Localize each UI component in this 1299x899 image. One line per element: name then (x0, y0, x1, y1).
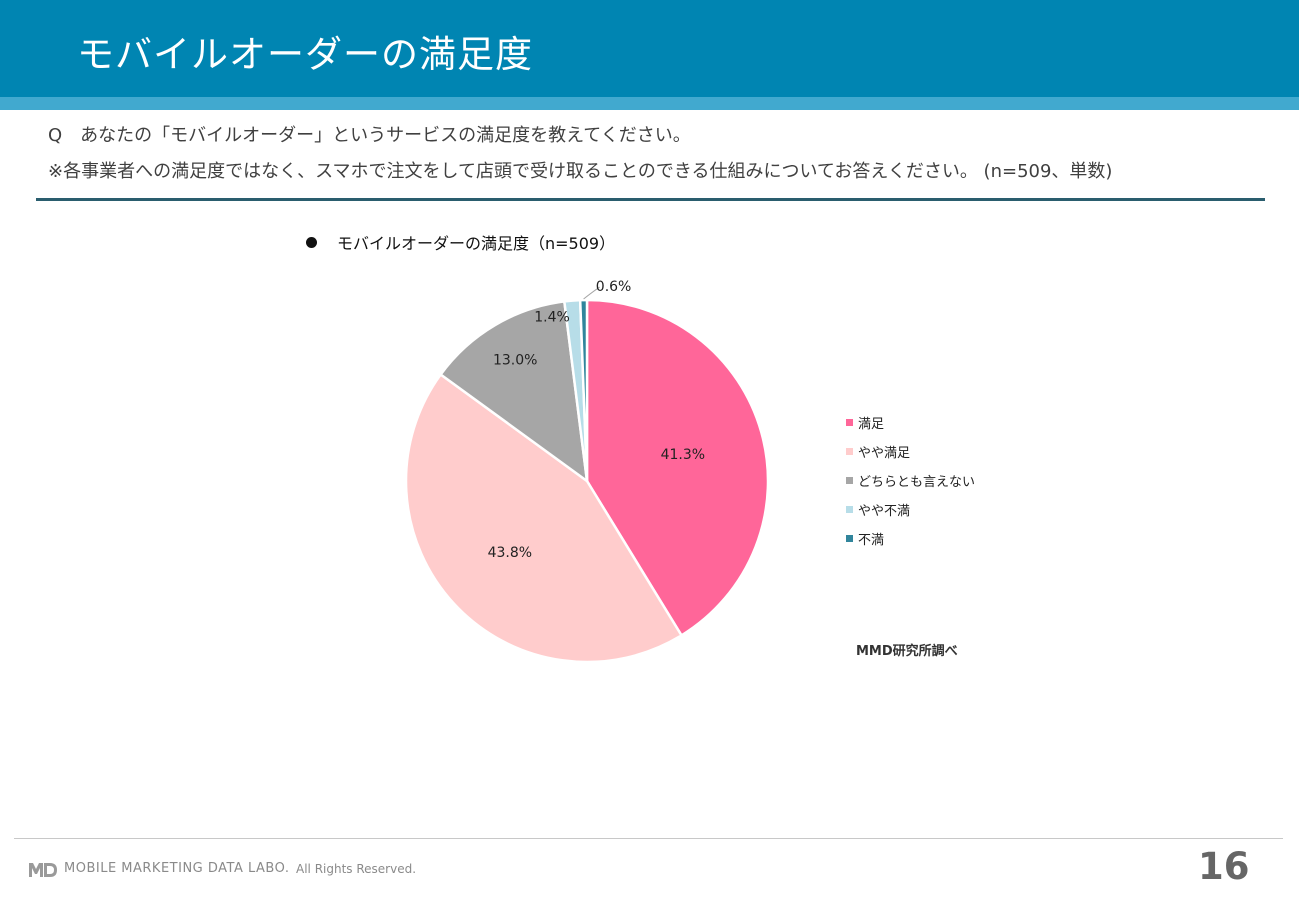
legend-swatch (846, 477, 853, 484)
legend-label: やや不満 (858, 504, 911, 519)
chart-title: モバイルオーダーの満足度（n=509） (337, 234, 616, 253)
legend-swatch (846, 419, 853, 426)
question-text: Q あなたの「モバイルオーダー」というサービスの満足度を教えてください。 (48, 125, 691, 146)
title-stripe (0, 97, 1299, 110)
page-title: モバイルオーダーの満足度 (77, 33, 533, 76)
divider (36, 198, 1265, 201)
legend-label: やや満足 (858, 446, 911, 461)
data-label: 1.4% (534, 309, 570, 325)
legend-item: どちらとも言えない (846, 466, 975, 495)
legend-label: 満足 (858, 417, 885, 432)
legend-item: 不満 (846, 524, 975, 553)
slice-dissatisfied (578, 298, 589, 482)
footer-divider (14, 838, 1283, 839)
question-note: ※各事業者への満足度ではなく、スマホで注文をして店頭で受け取ることのできる仕組み… (48, 161, 1113, 182)
legend-label: どちらとも言えない (858, 475, 976, 490)
legend-swatch (846, 535, 853, 542)
data-label: 13.0% (493, 352, 537, 368)
legend-swatch (846, 506, 853, 513)
page-number: 16 (1198, 845, 1250, 888)
chart-heading: モバイルオーダーの満足度（n=509） (306, 230, 615, 254)
footer-rights: All Rights Reserved. (296, 862, 417, 876)
legend-label: 不満 (858, 533, 885, 548)
data-label: 0.6% (596, 279, 632, 295)
footer-company: MOBILE MARKETING DATA LABO. (64, 861, 290, 876)
mmd-logo-icon (29, 863, 57, 877)
data-label: 43.8% (488, 545, 532, 561)
leader-line (583, 286, 600, 300)
bullet-icon (306, 237, 317, 248)
legend-item: 満足 (846, 408, 975, 437)
legend-item: やや不満 (846, 495, 975, 524)
slice-neutral (438, 300, 589, 484)
slice-somewhat-satisfied (404, 372, 684, 664)
slice-satisfied (585, 298, 770, 638)
chart-legend: 満足やや満足どちらとも言えない やや不満不満 (846, 408, 975, 553)
data-label: 41.3% (661, 447, 705, 463)
legend-swatch (846, 448, 853, 455)
source-note: MMD研究所調べ (856, 644, 958, 659)
legend-item: やや満足 (846, 437, 975, 466)
title-bar (0, 0, 1299, 97)
